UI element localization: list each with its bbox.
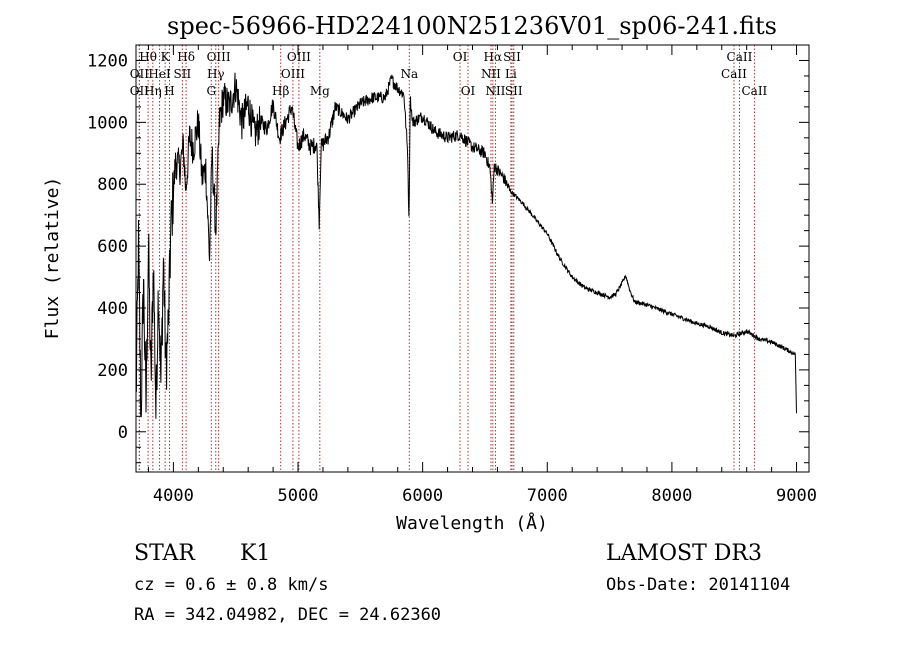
marker-label-16: Li — [505, 67, 517, 81]
x-tick-label-6000: 6000 — [402, 486, 443, 506]
observation-date: Obs-Date: 20141104 — [606, 575, 790, 595]
coordinates-text: RA = 342.04982, DEC = 24.62360 — [134, 605, 441, 625]
marker-label-0: Hθ — [139, 50, 157, 64]
y-tick-label-800: 800 — [97, 175, 128, 195]
marker-label-13: OIII — [281, 67, 305, 81]
marker-label-10: HeI — [148, 67, 171, 81]
marker-label-2: Hδ — [177, 50, 195, 64]
marker-label-24: OI — [461, 84, 476, 98]
y-axis-ticks: 0 200 400 600 800 1000 1200 — [87, 51, 809, 464]
marker-label-8: CaII — [727, 50, 753, 64]
y-tick-label-400: 400 — [97, 299, 128, 319]
flux-line — [136, 72, 797, 419]
marker-label-7: SII — [503, 50, 521, 64]
object-class: STAR — [134, 541, 196, 566]
x-axis-ticks: 4000 5000 6000 7000 8000 9000 — [147, 45, 817, 506]
marker-label-20: H — [164, 84, 174, 98]
marker-label-22: Hβ — [272, 84, 289, 98]
x-tick-label-5000: 5000 — [278, 486, 319, 506]
marker-label-27: CaII — [741, 84, 767, 98]
redshift-text: cz = 0.6 ± 0.8 km/s — [134, 575, 328, 595]
survey-name: LAMOST DR3 — [606, 541, 762, 566]
x-tick-label-8000: 8000 — [651, 486, 692, 506]
y-tick-label-1000: 1000 — [87, 113, 128, 133]
y-tick-label-600: 600 — [97, 237, 128, 257]
marker-label-3: OIII — [207, 50, 231, 64]
marker-label-1: K — [161, 50, 171, 64]
marker-label-21: G — [206, 84, 216, 98]
marker-label-15: NII — [481, 67, 501, 81]
x-tick-label-7000: 7000 — [527, 486, 568, 506]
marker-label-25: NII — [485, 84, 505, 98]
chart-title: spec-56966-HD224100N251236V01_sp06-241.f… — [167, 12, 777, 40]
marker-label-6: Hα — [484, 50, 503, 64]
marker-label-4: OIII — [287, 50, 311, 64]
marker-label-17: CaII — [721, 67, 747, 81]
marker-label-5: OI — [453, 50, 468, 64]
marker-label-11: SII — [174, 67, 192, 81]
marker-label-26: SII — [505, 84, 523, 98]
marker-label-12: Hγ — [207, 67, 225, 81]
object-subclass: K1 — [240, 541, 270, 566]
x-tick-label-4000: 4000 — [153, 486, 194, 506]
y-tick-label-0: 0 — [118, 423, 128, 443]
x-axis-label: Wavelength (Å) — [396, 512, 548, 534]
y-axis-label: Flux (relative) — [42, 177, 63, 340]
marker-label-14: Na — [400, 67, 418, 81]
marker-label-23: Mg — [310, 84, 330, 98]
y-tick-label-1200: 1200 — [87, 51, 128, 71]
spectrum-series — [136, 72, 797, 419]
marker-label-19: Hη — [144, 84, 162, 98]
y-tick-label-200: 200 — [97, 361, 128, 381]
plot-frame — [135, 44, 810, 473]
x-tick-label-9000: 9000 — [776, 486, 817, 506]
